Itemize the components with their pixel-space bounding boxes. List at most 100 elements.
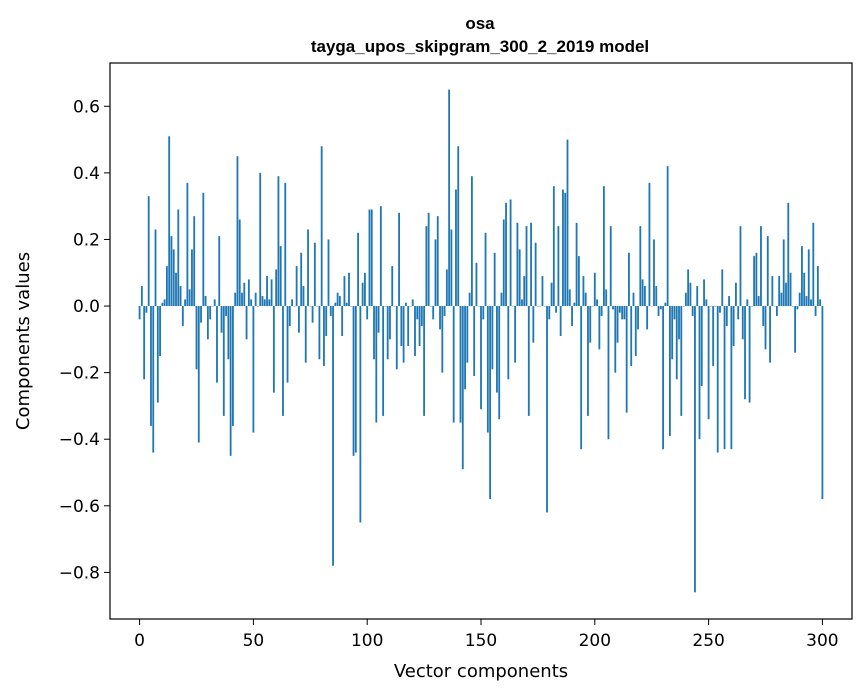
y-tick-label: −0.2 (59, 364, 100, 384)
bar (646, 306, 649, 330)
bar (179, 286, 182, 307)
bar (816, 266, 819, 307)
bar (382, 306, 385, 416)
x-tick-label: 150 (465, 631, 497, 651)
bar (621, 306, 624, 320)
bar (389, 306, 391, 340)
bar (375, 306, 378, 423)
bar (420, 306, 423, 327)
bar (491, 306, 494, 370)
bar (206, 306, 209, 340)
bar (523, 276, 526, 307)
bar (771, 276, 774, 307)
bar (814, 306, 817, 317)
bar (318, 306, 321, 360)
bar (525, 226, 528, 307)
bar (259, 172, 262, 307)
bar (812, 222, 815, 307)
bar (568, 289, 571, 307)
bar (746, 299, 749, 307)
bar (241, 292, 243, 307)
bar (653, 239, 655, 307)
bar (172, 249, 175, 307)
bar (769, 306, 771, 363)
bar (764, 306, 767, 350)
x-tick-label: 300 (806, 631, 838, 651)
bar (748, 306, 751, 403)
bar (632, 292, 635, 307)
bar (334, 302, 337, 307)
bar (509, 199, 512, 307)
bar (801, 246, 803, 307)
bar (628, 252, 630, 307)
bar (659, 306, 662, 310)
bar (227, 306, 230, 360)
bar (147, 196, 150, 307)
bar (725, 306, 728, 327)
bar (329, 306, 332, 317)
bar (794, 306, 797, 353)
bar (732, 306, 735, 346)
bar (778, 276, 781, 307)
bar (598, 306, 601, 350)
bar (527, 306, 530, 416)
bar (684, 292, 687, 307)
bar (156, 306, 159, 403)
bar (395, 306, 398, 370)
bar (448, 89, 451, 307)
bar (275, 269, 278, 307)
bar (188, 289, 191, 307)
chart-subtitle: tayga_upos_skipgram_300_2_2019 model (311, 37, 649, 56)
bar (370, 209, 373, 307)
bar (377, 306, 380, 333)
bar (366, 306, 369, 320)
bar (439, 306, 441, 330)
bar (252, 306, 255, 433)
bar (468, 292, 471, 307)
bar (760, 226, 762, 307)
bar (457, 146, 460, 307)
bar (559, 306, 562, 336)
bar (534, 242, 537, 307)
bar (530, 222, 532, 307)
bar (757, 296, 760, 307)
bar (691, 306, 694, 317)
bar (414, 306, 416, 356)
bar (625, 306, 628, 413)
bar (168, 136, 171, 307)
bar (721, 269, 724, 307)
bar (195, 306, 198, 370)
bar (263, 299, 266, 307)
bar (304, 306, 307, 363)
bar (400, 306, 403, 346)
bar (368, 209, 371, 307)
bar (445, 269, 448, 307)
bar (398, 212, 400, 307)
bar (461, 306, 464, 470)
bar (357, 232, 359, 307)
bar (204, 296, 207, 307)
bar (680, 306, 683, 416)
bar (373, 306, 375, 360)
bar (261, 296, 264, 307)
bar (552, 186, 555, 307)
bar (391, 266, 394, 307)
bar (587, 306, 589, 416)
bar (609, 226, 612, 307)
bar (785, 282, 787, 307)
bar (566, 139, 569, 307)
bar (755, 252, 758, 307)
bar (150, 306, 152, 426)
bar (555, 306, 558, 313)
bar (161, 302, 164, 307)
bar (496, 306, 498, 393)
bar (582, 276, 585, 307)
bar (202, 192, 205, 307)
bar (557, 226, 560, 307)
bar (250, 299, 253, 307)
bar (637, 306, 639, 330)
bar (723, 306, 726, 450)
bar (416, 306, 419, 320)
bar (177, 209, 180, 307)
bar (775, 306, 778, 317)
